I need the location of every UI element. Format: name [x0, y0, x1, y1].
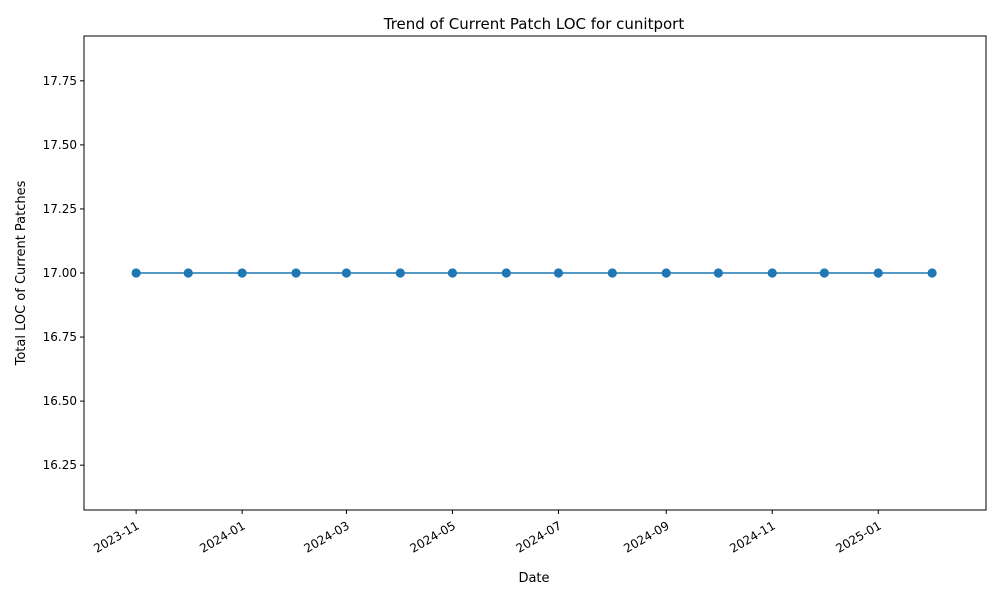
data-point [873, 268, 883, 278]
data-point [395, 268, 405, 278]
data-point [237, 268, 247, 278]
data-point [501, 268, 511, 278]
x-axis-label: Date [518, 571, 549, 586]
x-tick-label: 2024-01 [197, 518, 247, 555]
y-tick-label: 17.00 [43, 266, 77, 280]
data-point [767, 268, 777, 278]
data-point [291, 268, 301, 278]
data-point [553, 268, 564, 278]
data-point [607, 268, 617, 278]
data-point [131, 268, 141, 278]
x-tick-label: 2024-03 [302, 518, 352, 555]
data-point [447, 268, 458, 278]
y-axis-label: Total LOC of Current Patches [14, 180, 29, 366]
axis-ticks: 16.25 16.50 16.75 17.00 17.25 17.50 17.75 2023-… [43, 74, 884, 556]
x-tick-label: 2024-05 [408, 518, 458, 555]
series-layer [131, 268, 937, 278]
y-tick-label: 16.75 [43, 330, 77, 344]
data-point [341, 268, 352, 278]
x-tick-label: 2023-11 [91, 518, 141, 555]
data-point [661, 268, 671, 278]
data-point [713, 268, 723, 278]
x-tick-label: 2024-09 [621, 518, 671, 555]
y-tick-label: 16.25 [43, 458, 77, 472]
data-point [183, 268, 193, 278]
chart-title: Trend of Current Patch LOC for cunitport [383, 15, 685, 33]
y-tick-label: 17.75 [43, 74, 77, 88]
y-tick-label: 16.50 [43, 394, 77, 408]
y-tick-label: 17.50 [43, 138, 77, 152]
x-tick-label: 2025-01 [833, 518, 883, 555]
x-tick-label: 2024-11 [727, 518, 777, 555]
data-point [819, 268, 829, 278]
x-tick-label: 2024-07 [514, 518, 564, 555]
plot-frame [83, 35, 987, 511]
data-point [927, 268, 937, 278]
y-tick-label: 17.25 [43, 202, 77, 216]
